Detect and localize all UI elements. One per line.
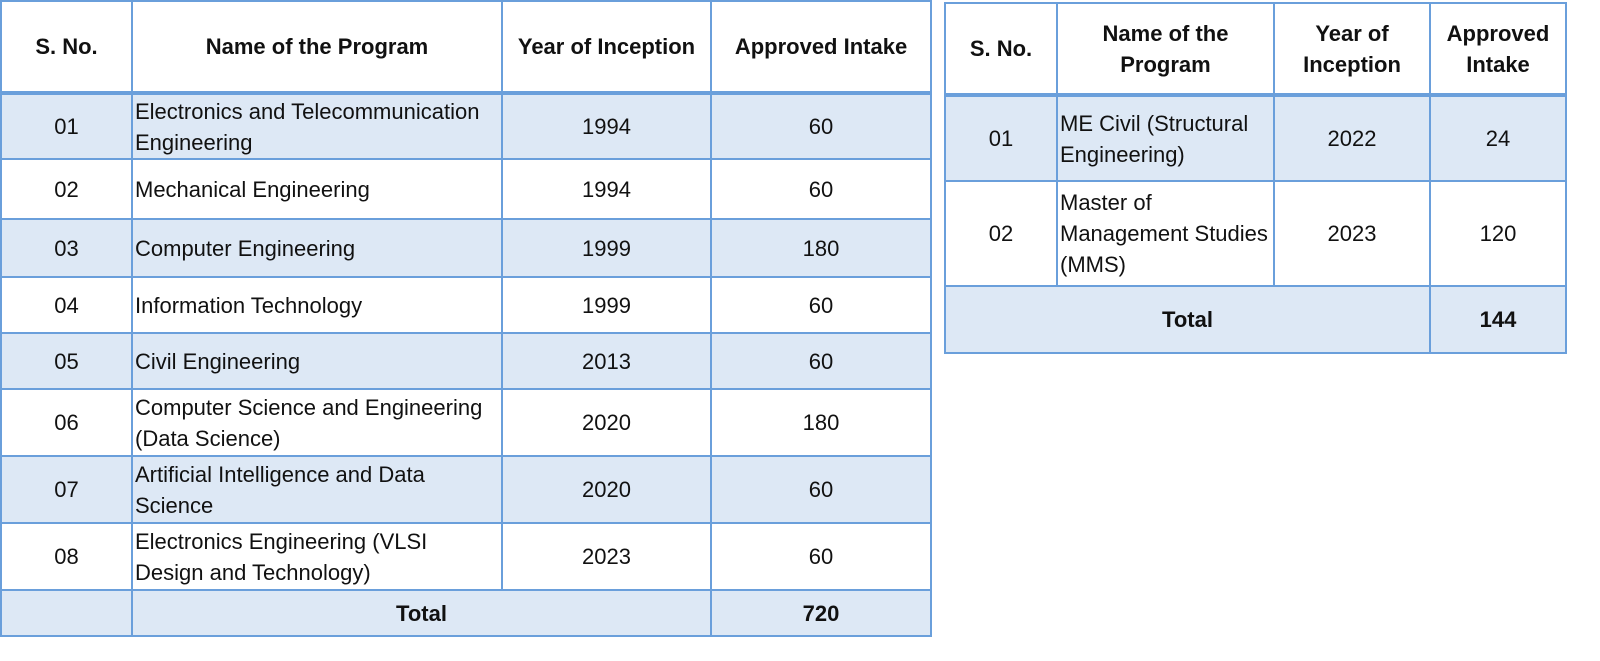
program-name: Electronics and Telecommunication Engine… [131, 92, 503, 160]
program-name: Computer Science and Engineering (Data S… [131, 388, 503, 457]
approved-intake: 60 [710, 455, 932, 524]
serial-number: 06 [0, 388, 133, 457]
column-header: Year of Inception [501, 0, 712, 95]
data-table: S. No. Name of the Program Year of Incepti… [0, 0, 932, 637]
table-row: 01 ME Civil (Structural Engineering) 2022 2… [944, 94, 1567, 182]
total-label: Total [131, 589, 712, 637]
total-value: 720 [710, 589, 932, 637]
serial-number: 01 [0, 92, 133, 160]
approved-intake: 24 [1429, 94, 1567, 182]
year-of-inception: 1994 [501, 92, 712, 160]
serial-number: 02 [0, 158, 133, 220]
total-value: 144 [1429, 285, 1567, 354]
table-row: 02 Master of Management Studies (MMS) 2023… [944, 180, 1567, 287]
year-of-inception: 1994 [501, 158, 712, 220]
table-row: 05 Civil Engineering 2013 60 [0, 332, 932, 390]
year-of-inception: 2020 [501, 388, 712, 457]
table-row: 03 Computer Engineering 1999 180 [0, 218, 932, 278]
approved-intake: 60 [710, 332, 932, 390]
serial-number: 07 [0, 455, 133, 524]
column-header: Name of the Program [131, 0, 503, 95]
column-header: Year of Inception [1273, 2, 1431, 97]
table-row: 07 Artificial Intelligence and Data Scien… [0, 455, 932, 524]
program-name: Computer Engineering [131, 218, 503, 278]
data-table: S. No. Name of the Program Year of Incepti… [944, 2, 1567, 354]
approved-intake: 60 [710, 522, 932, 591]
total-row: Total 720 [0, 589, 932, 637]
column-header: Approved Intake [710, 0, 932, 95]
column-header: S. No. [944, 2, 1058, 97]
serial-number: 08 [0, 522, 133, 591]
header-row: S. No. Name of the Program Year of Incepti… [0, 0, 932, 95]
table-row: 04 Information Technology 1999 60 [0, 276, 932, 334]
program-name: Civil Engineering [131, 332, 503, 390]
program-name: ME Civil (Structural Engineering) [1056, 94, 1275, 182]
column-header: S. No. [0, 0, 133, 95]
table-row: 06 Computer Science and Engineering (Data… [0, 388, 932, 457]
year-of-inception: 2020 [501, 455, 712, 524]
program-name: Master of Management Studies (MMS) [1056, 180, 1275, 287]
serial-number: 01 [944, 94, 1058, 182]
approved-intake: 60 [710, 92, 932, 160]
program-name: Mechanical Engineering [131, 158, 503, 220]
program-name: Electronics Engineering (VLSI Design and… [131, 522, 503, 591]
total-label: Total [944, 285, 1431, 354]
year-of-inception: 2013 [501, 332, 712, 390]
serial-number: 03 [0, 218, 133, 278]
table-row: 01 Electronics and Telecommunication Engi… [0, 92, 932, 160]
year-of-inception: 2022 [1273, 94, 1431, 182]
total-row: Total 144 [944, 285, 1567, 354]
year-of-inception: 2023 [501, 522, 712, 591]
empty-cell [0, 589, 133, 637]
approved-intake: 60 [710, 158, 932, 220]
serial-number: 04 [0, 276, 133, 334]
approved-intake: 60 [710, 276, 932, 334]
approved-intake: 180 [710, 388, 932, 457]
approved-intake: 180 [710, 218, 932, 278]
header-row: S. No. Name of the Program Year of Incepti… [944, 2, 1567, 97]
serial-number: 05 [0, 332, 133, 390]
year-of-inception: 1999 [501, 276, 712, 334]
table-row: 02 Mechanical Engineering 1994 60 [0, 158, 932, 220]
serial-number: 02 [944, 180, 1058, 287]
column-header: Approved Intake [1429, 2, 1567, 97]
column-header: Name of the Program [1056, 2, 1275, 97]
year-of-inception: 1999 [501, 218, 712, 278]
program-name: Information Technology [131, 276, 503, 334]
program-name: Artificial Intelligence and Data Science [131, 455, 503, 524]
year-of-inception: 2023 [1273, 180, 1431, 287]
approved-intake: 120 [1429, 180, 1567, 287]
table-row: 08 Electronics Engineering (VLSI Design a… [0, 522, 932, 591]
